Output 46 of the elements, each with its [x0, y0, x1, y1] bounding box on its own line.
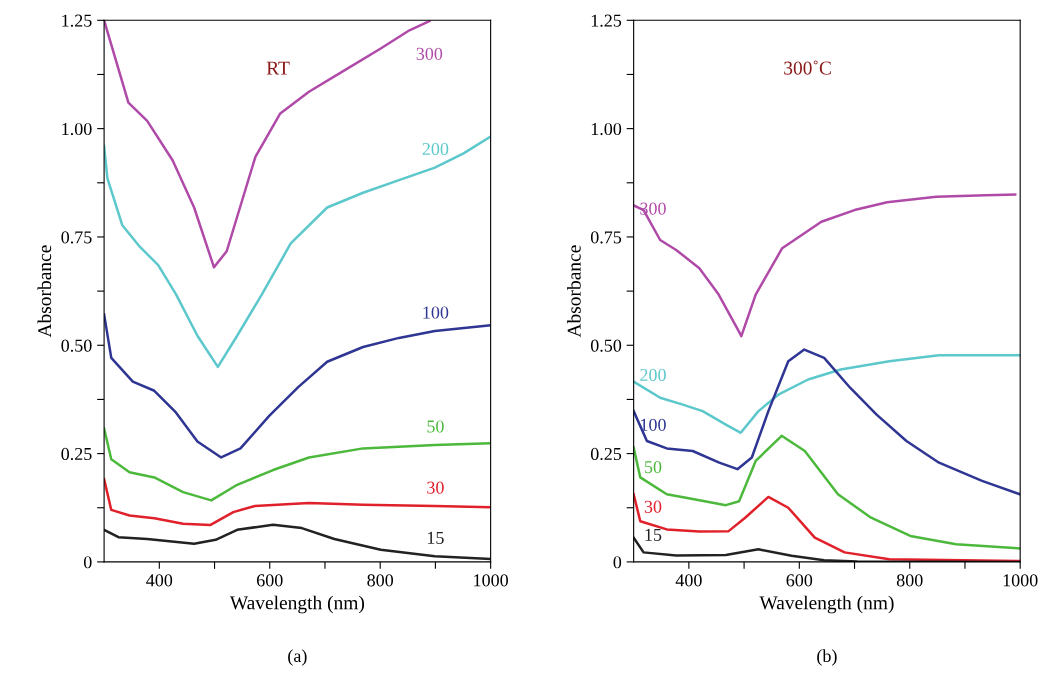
series-label: 300	[416, 47, 443, 60]
x-tick-label: 1000	[1003, 574, 1038, 587]
annotation: RT	[266, 61, 290, 75]
line-series	[104, 136, 491, 369]
y-axis-title: Absorbance	[37, 245, 52, 338]
y-tick-label: 0.50	[61, 339, 92, 352]
series-label: 200	[422, 142, 449, 156]
x-tick-label: 400	[675, 574, 702, 587]
text: (b)	[817, 649, 837, 666]
y-tick-label: 0.75	[61, 231, 92, 244]
series-label: 50	[427, 420, 444, 433]
x-axis-title: Wavelength (nm)	[759, 595, 894, 614]
line-series	[633, 348, 1021, 496]
y-tick-label: 1.25	[62, 14, 92, 27]
x-tick-label: 800	[896, 574, 923, 587]
series-label: 30	[644, 500, 662, 513]
y-tick-label: 0.25	[590, 447, 622, 461]
series-label: 300	[640, 202, 666, 215]
y-tick-label: 0	[613, 556, 622, 569]
x-axis-title: Wavelength (nm)	[229, 595, 365, 614]
x-tick-label: 600	[786, 574, 813, 587]
x-tick-label: 400	[146, 574, 173, 587]
series-label: 100	[641, 418, 666, 431]
y-tick-label: 1.25	[591, 14, 622, 27]
y-tick-label: 1.00	[591, 122, 622, 136]
y-tick-label: 0.75	[590, 231, 622, 244]
y-tick-label: 0	[83, 556, 92, 569]
series-label: 30	[427, 481, 444, 494]
series-label: 200	[640, 368, 666, 382]
text: (a)	[288, 649, 307, 666]
y-tick-label: 1.00	[62, 122, 92, 136]
series-label: 15	[427, 531, 444, 544]
line-series	[104, 477, 491, 527]
y-axis-title: Absorbance	[567, 245, 581, 338]
series-label: 50	[645, 461, 662, 474]
line-series	[633, 434, 1021, 550]
y-tick-label: 0.25	[61, 447, 92, 461]
x-tick-label: 800	[367, 574, 394, 587]
line-series	[633, 193, 1017, 338]
series-label: 100	[423, 306, 449, 319]
series-label: 15	[645, 528, 662, 541]
x-tick-label: 1000	[474, 574, 508, 587]
annotation: 300˚C	[784, 60, 831, 75]
x-tick-label: 600	[256, 574, 283, 587]
y-tick-label: 0.50	[590, 339, 622, 352]
line-series	[633, 353, 1021, 435]
